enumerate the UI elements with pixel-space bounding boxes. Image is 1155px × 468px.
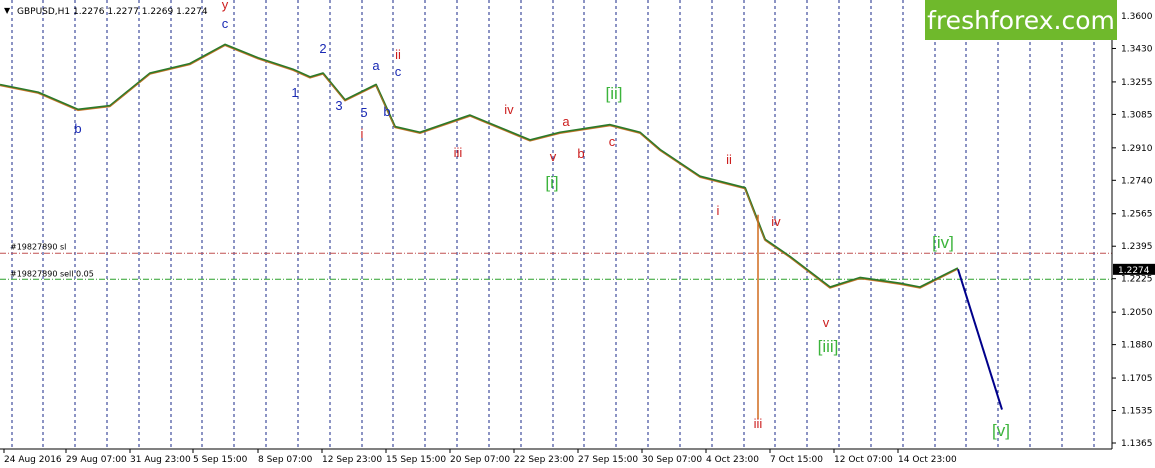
- wave-label: v: [823, 315, 830, 330]
- wave-label: c: [395, 64, 402, 79]
- y-tick-label: 1.3430: [1121, 44, 1153, 54]
- y-tick-label: 1.2395: [1121, 242, 1153, 252]
- x-tick-label: 22 Sep 23:00: [514, 455, 574, 465]
- current-price-tag: [1113, 263, 1155, 275]
- vertical-grid: [11, 0, 1095, 449]
- x-tick-label: 29 Aug 07:00: [66, 455, 127, 465]
- x-tick-label: 4 Oct 23:00: [706, 455, 759, 465]
- y-tick-label: 1.2740: [1121, 176, 1153, 186]
- wave-label: i: [717, 203, 720, 218]
- brand-logo[interactable]: freshforex.com: [925, 0, 1117, 40]
- wave-label: [v]: [992, 421, 1010, 440]
- wave-label: v: [550, 149, 557, 164]
- price-line-shadow: [0, 45, 959, 289]
- collapse-icon[interactable]: ▼: [4, 6, 11, 15]
- price-series: [0, 43, 959, 420]
- x-tick-label: 14 Oct 23:00: [898, 455, 957, 465]
- y-tick-label: 1.3085: [1121, 110, 1153, 120]
- wave-label: ii: [726, 152, 732, 167]
- wave-label: y: [222, 0, 229, 12]
- y-axis: 1.3600 1.3430 1.3255 1.3085 1.2910 1.2740 1.25…: [1112, 12, 1153, 449]
- stop-loss-label: #19827890 sl: [10, 242, 66, 251]
- wave-label: [i]: [545, 173, 558, 192]
- wave-label: b: [383, 104, 390, 119]
- wave-label: a: [562, 114, 570, 129]
- symbol-info: GBPUSD,H1 1.2276 1.2277 1.2269 1.2274: [17, 7, 208, 17]
- wave-label: b: [74, 121, 81, 136]
- y-tick-label: 1.1880: [1121, 341, 1153, 351]
- wave-label: a: [372, 58, 380, 73]
- current-price-label: 1.2274: [1118, 266, 1150, 276]
- price-line: [0, 43, 959, 289]
- x-tick-label: 5 Sep 15:00: [193, 455, 248, 465]
- x-tick-label: 15 Sep 15:00: [386, 455, 446, 465]
- wave-label: iv: [504, 102, 514, 117]
- x-tick-label: 12 Oct 07:00: [834, 455, 893, 465]
- wave-label: 1: [291, 85, 298, 100]
- x-tick-label: 30 Sep 07:00: [642, 455, 702, 465]
- wave-label: i: [361, 126, 364, 141]
- wave-label: iv: [771, 214, 781, 229]
- x-tick-label: 31 Aug 23:00: [130, 455, 191, 465]
- y-tick-label: 1.1535: [1121, 407, 1153, 417]
- y-tick-label: 1.3600: [1121, 12, 1153, 22]
- wave-label: c: [222, 16, 229, 31]
- y-tick-label: 1.2565: [1121, 210, 1153, 220]
- wave-label: c: [609, 134, 616, 149]
- y-tick-label: 1.1365: [1121, 439, 1153, 449]
- wave-label: ii: [395, 47, 401, 62]
- order-lines: #19827890 sl #19827890 sell 0.05: [0, 242, 1112, 280]
- sell-order-label: #19827890 sell 0.05: [10, 269, 94, 278]
- wave-label: 2: [319, 41, 326, 56]
- wave-label: [iv]: [932, 233, 954, 252]
- wave-label: iii: [454, 145, 463, 160]
- x-tick-label: 27 Sep 15:00: [578, 455, 638, 465]
- x-tick-label: 8 Sep 07:00: [258, 455, 313, 465]
- wave-label: 3: [335, 98, 342, 113]
- x-tick-label: 24 Aug 2016: [4, 455, 62, 465]
- x-tick-label: 7 Oct 15:00: [770, 455, 823, 465]
- wave-label: b: [577, 146, 584, 161]
- y-tick-label: 1.1705: [1121, 374, 1153, 384]
- x-axis: 24 Aug 2016 29 Aug 07:00 31 Aug 23:00 5 Sep…: [3, 449, 957, 465]
- brand-text: freshforex.com: [927, 5, 1115, 35]
- y-tick-label: 1.2225: [1121, 275, 1153, 285]
- x-tick-label: 20 Sep 07:00: [450, 455, 510, 465]
- wave-label: [ii]: [606, 84, 623, 103]
- wave-label: iii: [754, 416, 763, 431]
- y-tick-label: 1.2910: [1121, 144, 1153, 154]
- wave-label: 5: [360, 105, 367, 120]
- y-tick-label: 1.3255: [1121, 78, 1153, 88]
- y-tick-label: 1.2050: [1121, 308, 1153, 318]
- projection-line: [957, 269, 1003, 410]
- x-tick-label: 12 Sep 23:00: [322, 455, 382, 465]
- wave-label: [iii]: [818, 337, 839, 356]
